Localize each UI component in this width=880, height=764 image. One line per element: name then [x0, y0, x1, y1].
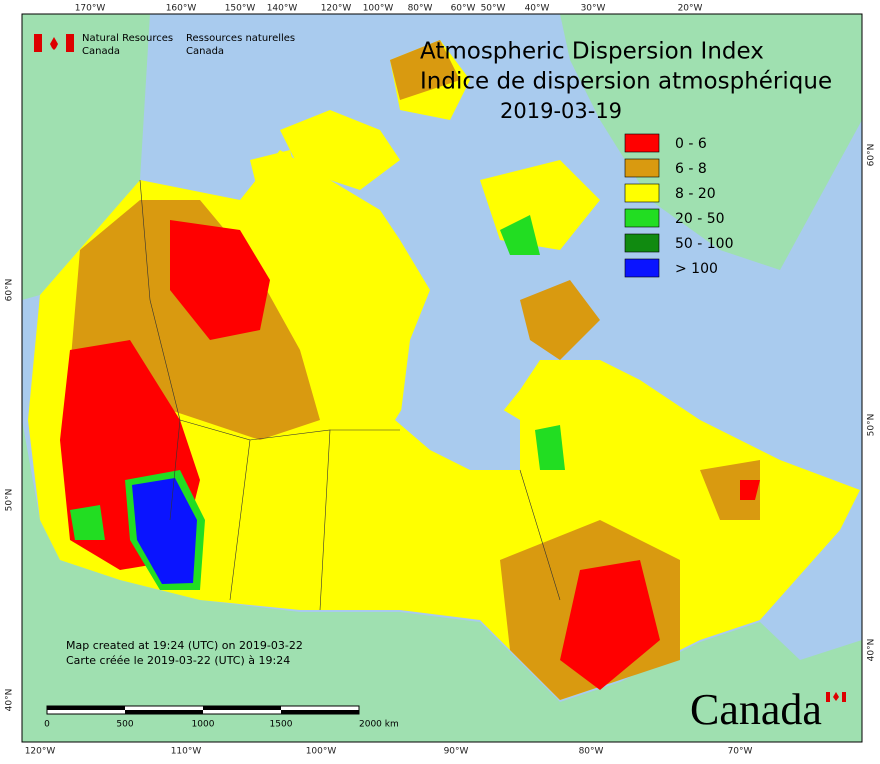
- note: Carte créée le 2019-03-22 (UTC) à 19:24: [66, 654, 290, 667]
- wordmark: [826, 692, 846, 702]
- scale-label: 500: [116, 720, 133, 730]
- legend-label: 50 - 100: [675, 236, 734, 252]
- wordmark-text: Canada: [690, 685, 822, 734]
- lon-label: 170°W: [75, 4, 106, 14]
- agency-en: Canada: [82, 46, 120, 57]
- lat-label: 60°N: [5, 279, 15, 302]
- scale-labels: 0 500 1000 1500 2000 km: [44, 720, 399, 730]
- greenland: [560, 14, 862, 270]
- lon-label: 40°W: [525, 4, 550, 14]
- lon-label: 120°W: [25, 747, 56, 757]
- legend: 0 - 6 6 - 8 8 - 20 20 - 50 50 - 100 > 100: [624, 133, 734, 278]
- legend-label: 20 - 50: [675, 211, 725, 227]
- usa: [22, 420, 862, 742]
- lon-label: 110°W: [171, 747, 202, 757]
- zone-100-plus: [132, 478, 197, 584]
- zone-0-6: [60, 220, 760, 690]
- note: Map created at 19:24 (UTC) on 2019-03-22: [66, 639, 303, 652]
- zone-6-8: [70, 40, 760, 700]
- scale-label: 2000 km: [359, 720, 399, 730]
- scale-bar: [46, 705, 360, 715]
- legend-swatch: [624, 208, 660, 228]
- hudson-bay: [395, 380, 520, 470]
- lon-label: 70°W: [728, 747, 753, 757]
- lon-label: 140°W: [267, 4, 298, 14]
- agency-fr: Ressources naturelles: [186, 33, 295, 44]
- lat-label: 50°N: [5, 489, 15, 512]
- borders: [139, 179, 561, 611]
- agency-en: Natural Resources: [82, 33, 173, 44]
- lon-label: 30°W: [581, 4, 606, 14]
- legend-swatch: [624, 133, 660, 153]
- lat-label: 50°N: [867, 414, 877, 437]
- lon-label: 60°W: [451, 4, 476, 14]
- legend-label: > 100: [675, 261, 718, 277]
- lon-label: 20°W: [678, 4, 703, 14]
- scale-label: 1000: [192, 720, 215, 730]
- lon-label: 50°W: [481, 4, 506, 14]
- legend-swatch: [624, 158, 660, 178]
- lon-label: 80°W: [579, 747, 604, 757]
- alaska: [22, 14, 150, 300]
- lon-label: 120°W: [321, 4, 352, 14]
- lat-label: 40°N: [5, 689, 15, 712]
- title: Atmospheric Dispersion Index: [420, 39, 764, 65]
- lon-label: 80°W: [408, 4, 433, 14]
- scale-label: 0: [44, 720, 50, 730]
- zone-20-50: [70, 215, 565, 590]
- legend-label: 6 - 8: [675, 161, 707, 177]
- lat-label: 60°N: [867, 144, 877, 167]
- legend-swatch: [624, 233, 660, 253]
- date: 2019-03-19: [500, 99, 622, 123]
- map-frame: [21, 13, 863, 743]
- lon-label: 90°W: [444, 747, 469, 757]
- title: Indice de dispersion atmosphérique: [420, 69, 832, 95]
- graticule: 170°W 160°W 150°W 140°W 120°W 100°W 80°W 60°W 50…: [5, 4, 877, 757]
- legend-swatch: [624, 258, 660, 278]
- lon-label: 150°W: [225, 4, 256, 14]
- scale-label: 1500: [270, 720, 293, 730]
- legend-label: 0 - 6: [675, 136, 707, 152]
- logo: [34, 34, 74, 52]
- lon-label: 100°W: [306, 747, 337, 757]
- lat-label: 40°N: [867, 639, 877, 662]
- agency-fr: Canada: [186, 46, 224, 57]
- legend-swatch: [624, 183, 660, 203]
- legend-label: 8 - 20: [675, 186, 716, 202]
- lon-label: 100°W: [363, 4, 394, 14]
- arctic-islands: [250, 40, 600, 250]
- lon-label: 160°W: [166, 4, 197, 14]
